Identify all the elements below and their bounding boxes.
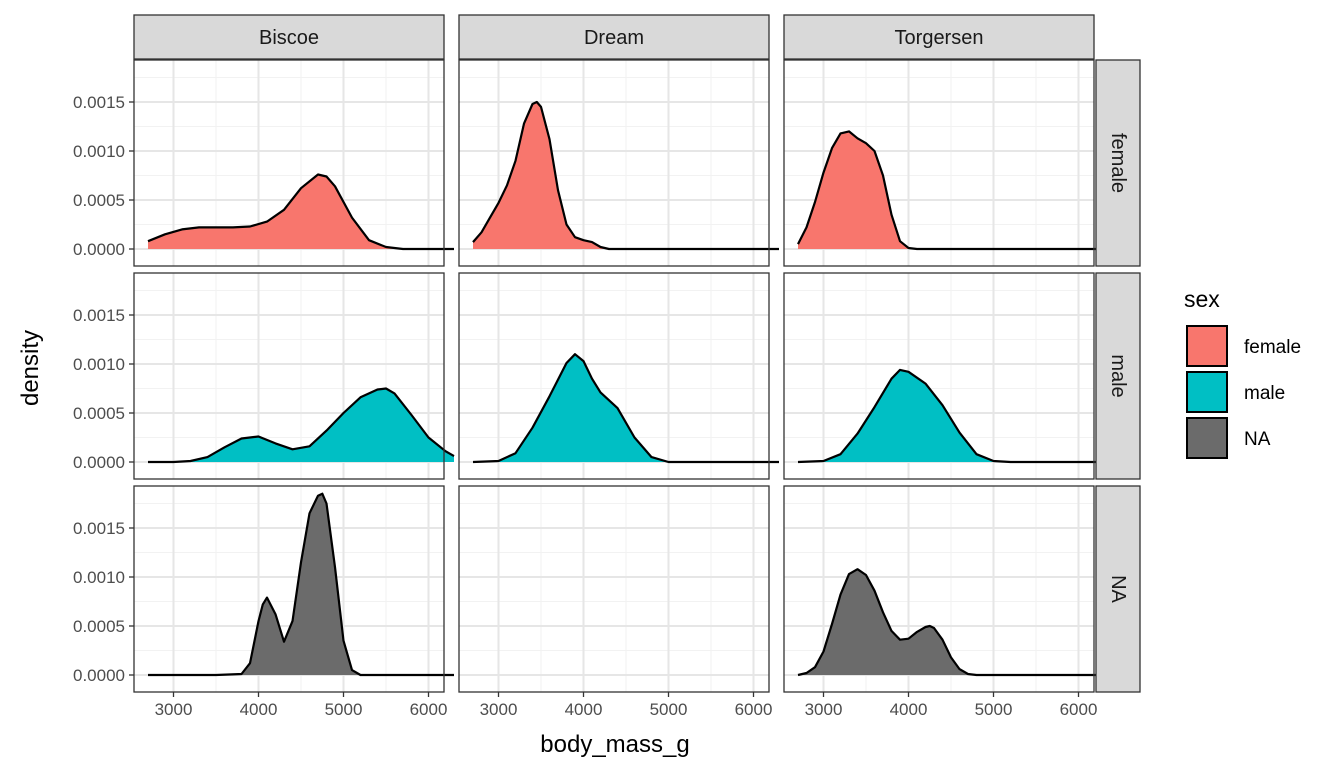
facet-panel-dream-female — [458, 59, 779, 267]
x-tick-label: 3000 — [480, 700, 518, 719]
y-tick-label: 0.0015 — [73, 519, 125, 538]
panel-background — [459, 486, 769, 692]
strip-background — [1095, 272, 1141, 480]
axes: 0.0000 0.0005 0.0010 0.0015 0.0000 0.0005 0.00… — [73, 93, 1097, 719]
facet-panels — [133, 59, 1104, 693]
density-curve-female — [147, 173, 454, 251]
column-strip-dream: Dream — [458, 14, 770, 60]
x-tick-label: 4000 — [565, 700, 603, 719]
x-tick-label: 5000 — [975, 700, 1013, 719]
density-area-na — [798, 569, 1104, 675]
density-area-na — [148, 493, 454, 675]
strip-background — [133, 14, 445, 60]
legend-label: female — [1244, 337, 1301, 358]
panel-border — [133, 59, 445, 267]
facet-panel-dream-na — [458, 485, 770, 693]
y-tick-label: 0.0000 — [73, 240, 125, 259]
panel-border — [458, 485, 770, 693]
facet-panel-torgersen-male — [783, 272, 1104, 480]
facet-panel-dream-male — [458, 272, 779, 480]
legend-item-male: male — [1186, 371, 1285, 413]
legend-item-female: female — [1186, 325, 1301, 367]
strip-background — [1095, 485, 1141, 693]
strip-label: Biscoe — [259, 27, 319, 49]
panel-border — [133, 485, 445, 693]
y-tick-label: 0.0005 — [73, 617, 125, 636]
strip-background — [458, 14, 770, 60]
x-tick-label: 5000 — [650, 700, 688, 719]
strip-label: Dream — [584, 27, 644, 49]
strip-background — [783, 14, 1095, 60]
density-area-male — [473, 354, 779, 462]
panel-border — [783, 59, 1095, 267]
facet-panel-biscoe-male — [133, 272, 455, 480]
column-strip-torgersen: Torgersen — [783, 14, 1095, 60]
x-tick-label: 5000 — [325, 700, 363, 719]
strip-label: Torgersen — [895, 27, 984, 49]
x-tick-label: 6000 — [410, 700, 448, 719]
panel-border — [783, 272, 1095, 480]
y-tick-label: 0.0015 — [73, 93, 125, 112]
legend-title: sex — [1184, 286, 1220, 312]
y-tick-label: 0.0010 — [73, 568, 125, 587]
y-tick-label: 0.0000 — [73, 666, 125, 685]
facet-panel-torgersen-female — [783, 59, 1104, 267]
legend-swatch — [1186, 371, 1228, 413]
y-tick-label: 0.0010 — [73, 142, 125, 161]
strip-label: male — [1107, 354, 1129, 397]
y-tick-label: 0.0005 — [73, 191, 125, 210]
density-area-female — [798, 131, 1104, 249]
y-axis-title: density — [17, 330, 44, 406]
strip-background — [1095, 59, 1141, 267]
row-strip-female: female — [1095, 59, 1141, 267]
facet-panel-torgersen-na — [783, 485, 1104, 693]
facet-strips: Biscoe Dream Torgersen female male NA — [133, 14, 1141, 693]
panel-border — [133, 272, 445, 480]
strip-label: NA — [1107, 575, 1129, 603]
density-area-female — [148, 174, 454, 249]
y-tick-label: 0.0015 — [73, 306, 125, 325]
density-curve-female — [472, 100, 779, 251]
density-area-female — [473, 102, 779, 249]
strip-label: female — [1107, 133, 1129, 193]
x-axis-title: body_mass_g — [540, 731, 689, 758]
density-curve-male — [472, 353, 779, 464]
column-strip-biscoe: Biscoe — [133, 14, 445, 60]
density-curve-na — [148, 492, 454, 677]
panel-border — [783, 485, 1095, 693]
panel-border — [458, 272, 770, 480]
legend-item-na: NA — [1186, 417, 1271, 459]
x-tick-label: 4000 — [240, 700, 278, 719]
row-strip-na: NA — [1095, 485, 1141, 693]
legend-swatch — [1186, 417, 1228, 459]
panel-border — [458, 59, 770, 267]
density-curve-female — [797, 130, 1104, 251]
x-tick-label: 6000 — [1060, 700, 1098, 719]
x-tick-label: 3000 — [805, 700, 843, 719]
facet-panel-biscoe-na — [133, 485, 454, 693]
density-curve-na — [797, 568, 1104, 677]
legend-label: male — [1244, 383, 1285, 404]
y-tick-label: 0.0000 — [73, 453, 125, 472]
x-tick-label: 3000 — [155, 700, 193, 719]
density-curve-male — [797, 368, 1104, 464]
facet-panel-biscoe-female — [133, 59, 454, 267]
row-strip-male: male — [1095, 272, 1141, 480]
x-tick-label: 6000 — [735, 700, 773, 719]
density-area-male — [148, 388, 454, 462]
legend: sex female male NA — [1184, 286, 1301, 459]
legend-swatch — [1186, 325, 1228, 367]
density-area-male — [798, 369, 1104, 462]
legend-label: NA — [1244, 429, 1271, 450]
y-tick-label: 0.0010 — [73, 355, 125, 374]
y-tick-label: 0.0005 — [73, 404, 125, 423]
x-tick-label: 4000 — [890, 700, 928, 719]
density-curve-male — [148, 387, 455, 464]
